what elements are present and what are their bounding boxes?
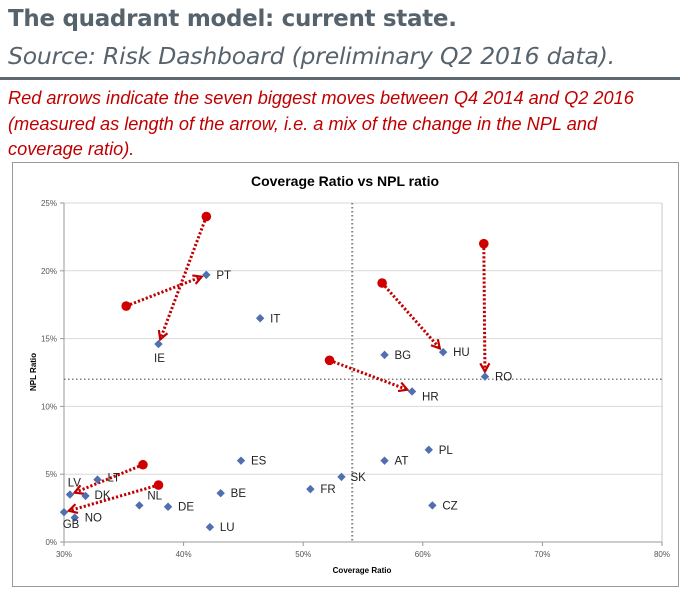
point-hr <box>407 387 417 396</box>
point-label: DE <box>178 502 194 514</box>
arrow-pt <box>125 277 201 308</box>
threshold-lines <box>64 203 662 542</box>
point-label: HR <box>422 391 439 403</box>
x-tick-label: 50% <box>295 550 311 559</box>
point-label: DK <box>95 490 111 502</box>
point-label: NL <box>147 490 162 502</box>
point-label: LU <box>220 522 235 534</box>
point-lu <box>205 522 215 532</box>
point-cz <box>428 501 437 510</box>
point-label: NO <box>85 513 102 525</box>
point-no <box>70 513 79 522</box>
point-it <box>255 314 265 323</box>
y-tick-label: 5% <box>45 470 57 479</box>
y-tick-label: 10% <box>41 402 57 411</box>
point-label: RO <box>495 372 512 384</box>
x-axis-label: Coverage Ratio <box>333 566 392 575</box>
point-pt <box>202 270 211 280</box>
point-label: FR <box>320 484 335 496</box>
y-tick-label: 20% <box>41 267 57 276</box>
y-tick-label: 15% <box>41 335 57 344</box>
y-tick-label: 25% <box>41 199 57 208</box>
point-label: HU <box>453 347 470 359</box>
point-label: IE <box>154 353 165 365</box>
point-pl <box>424 445 433 454</box>
point-sk <box>337 472 346 482</box>
point-label: GB <box>63 519 80 531</box>
point-label: SK <box>350 472 366 484</box>
arrow-start-hu <box>377 278 387 288</box>
x-tick-label: 60% <box>415 550 431 559</box>
x-tick-label: 70% <box>534 550 550 559</box>
arrow-hu <box>381 282 440 348</box>
point-label: LT <box>107 473 120 485</box>
point-label: BE <box>231 488 247 500</box>
point-lv <box>65 490 75 499</box>
y-tick-label: 0% <box>45 538 57 547</box>
arrow-start-hr <box>324 355 335 366</box>
arrow-hr <box>328 358 408 389</box>
header-divider <box>0 77 680 80</box>
axes <box>60 202 663 546</box>
point-label: PT <box>216 270 231 282</box>
arrow-ro <box>484 243 485 372</box>
point-be <box>216 488 225 498</box>
point-label: CZ <box>442 500 457 512</box>
tick-labels: 0% 5% 10% 15% 20% 25% 30% 40% 50% 60% 70% 80% <box>41 199 670 559</box>
point-fr <box>306 484 315 494</box>
arrow-gb <box>69 483 159 511</box>
move-arrows <box>69 211 489 511</box>
arrow-start-gb <box>153 480 164 490</box>
x-tick-label: 40% <box>176 550 192 559</box>
annotation-note: Red arrows indicate the seven biggest mo… <box>8 88 634 159</box>
x-tick-label: 30% <box>56 550 72 559</box>
arrow-start-lv <box>138 459 148 470</box>
arrow-ie <box>160 216 208 340</box>
arrow-start-pt <box>121 301 131 311</box>
point-lt <box>93 475 102 484</box>
point-es <box>236 456 246 465</box>
point-gb <box>59 507 69 517</box>
point-at <box>380 456 389 465</box>
point-de <box>163 502 173 511</box>
arrow-start-ie <box>201 211 212 222</box>
point-label: PL <box>439 445 454 457</box>
point-ro <box>480 372 490 381</box>
arrow-start-ro <box>478 238 489 249</box>
data-points: PT IE IT BG HU RO HR ES AT PL SK FR BE CZ LU DE NL LT LV DK… <box>59 270 512 534</box>
x-tick-label: 80% <box>654 550 670 559</box>
point-ie <box>154 339 163 349</box>
page-subtitle: Source: Risk Dashboard (preliminary Q2 2… <box>8 42 615 70</box>
page-title: The quadrant model: current state. <box>8 6 457 32</box>
chart-frame <box>12 162 679 587</box>
y-axis-label: NPL Ratio <box>29 353 38 391</box>
point-label: LV <box>68 478 82 490</box>
point-bg <box>380 350 389 360</box>
point-nl <box>135 501 144 510</box>
point-label: ES <box>251 456 267 468</box>
point-hu <box>438 347 448 357</box>
point-label: AT <box>395 456 409 468</box>
point-dk <box>81 491 90 501</box>
point-label: BG <box>395 350 412 362</box>
chart-title: Coverage Ratio vs NPL ratio <box>251 173 439 189</box>
gridlines <box>64 202 662 475</box>
point-label: IT <box>270 313 280 325</box>
